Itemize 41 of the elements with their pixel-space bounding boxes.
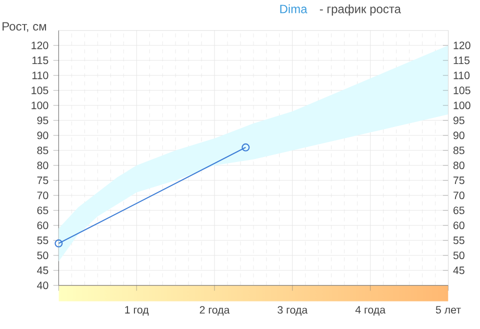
- y2-tick-label: 105: [454, 86, 470, 94]
- y2-tick-label: 95: [453, 116, 464, 124]
- y-tick-label: 50: [37, 252, 48, 260]
- chart-title: Dima: [280, 4, 308, 14]
- y-tick-label: 85: [37, 146, 48, 154]
- y2-tick-label: 110: [454, 72, 470, 80]
- y-tick-label: 40: [37, 282, 48, 290]
- y-tick-label: 110: [32, 72, 48, 80]
- y2-tick-label: 55: [453, 236, 464, 244]
- y2-tick-label: 65: [454, 206, 464, 214]
- chart-subtitle: - график роста: [320, 4, 401, 16]
- y2-tick-label: 45: [453, 266, 464, 274]
- y-tick-label: 105: [32, 86, 48, 94]
- y2-tick-label: 70: [454, 192, 464, 200]
- x-tick-label: 4 года: [355, 306, 386, 316]
- y2-tick-label: 60: [454, 222, 464, 230]
- y-tick-label: 75: [37, 176, 48, 184]
- y2-tick-label: 115: [454, 56, 470, 64]
- y2-tick-label: 120: [454, 42, 470, 50]
- y-tick-label: 60: [37, 222, 48, 230]
- x-tick-label: 5 лет: [436, 306, 461, 314]
- y2-tick-label: 90: [453, 132, 464, 140]
- y-tick-label: 80: [37, 162, 48, 170]
- y-tick-label: 95: [37, 116, 48, 124]
- y2-tick-label: 100: [454, 102, 470, 110]
- y2-tick-label: 50: [453, 252, 464, 260]
- y-tick-label: 70: [37, 192, 48, 200]
- y-tick-label: 115: [32, 56, 48, 64]
- x-tick-label: 2 года: [200, 306, 230, 316]
- y-tick-label: 45: [37, 266, 48, 274]
- y-axis-title: Рост, см: [2, 22, 46, 32]
- y-tick-label: 65: [37, 206, 48, 214]
- y-tick-label: 100: [32, 102, 48, 110]
- y-tick-label: 120: [32, 42, 48, 50]
- y2-tick-label: 75: [454, 176, 464, 184]
- y2-tick-label: 80: [453, 162, 464, 170]
- y-tick-label: 55: [37, 236, 48, 244]
- y2-tick-label: 85: [453, 146, 464, 154]
- x-tick-label: 3 года: [278, 306, 308, 316]
- x-tick-label: 1 год: [125, 306, 149, 316]
- y-tick-label: 90: [37, 132, 48, 140]
